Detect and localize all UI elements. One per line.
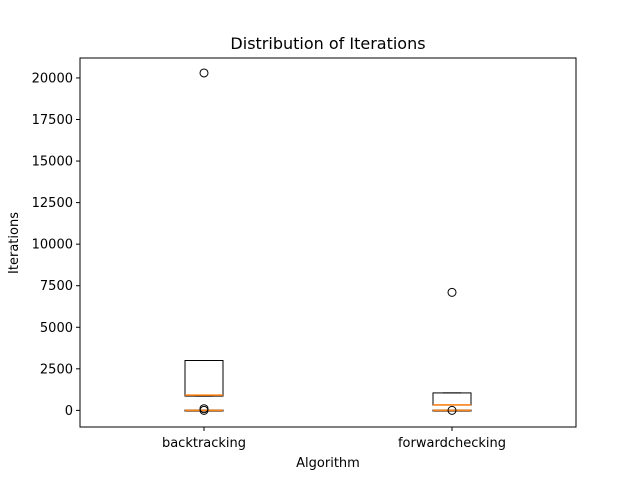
- outlier-point: [199, 68, 209, 78]
- y-tick-label: 15000: [32, 155, 73, 170]
- y-tick-label: 17500: [32, 113, 73, 128]
- y-axis: 0 2500 5000 7500 10000 12500 15000 17500 20000: [32, 71, 80, 419]
- box-iqr: [184, 360, 224, 397]
- y-tick-label: 0: [65, 404, 73, 419]
- y-tick-label: 5000: [40, 321, 73, 336]
- outlier-point: [199, 405, 209, 415]
- outlier-point: [447, 287, 457, 297]
- x-axis: backtracking forwardchecking: [162, 427, 506, 451]
- box-group-forwardchecking: [432, 287, 472, 415]
- y-axis-label: Iterations: [7, 212, 22, 274]
- outlier-point: [447, 405, 457, 415]
- x-tick-label: forwardchecking: [398, 436, 506, 451]
- x-axis-label: Algorithm: [296, 456, 360, 471]
- box-iqr: [432, 392, 472, 406]
- y-tick-label: 2500: [40, 362, 73, 377]
- chart-title: Distribution of Iterations: [230, 34, 425, 53]
- y-tick-label: 12500: [32, 196, 73, 211]
- y-tick-label: 10000: [32, 238, 73, 253]
- axes-frame: [79, 57, 577, 428]
- y-tick-label: 7500: [40, 279, 73, 294]
- y-tick-label: 20000: [32, 71, 73, 86]
- x-tick-label: backtracking: [162, 436, 246, 451]
- plot-area: [184, 68, 472, 415]
- box-group-backtracking: [184, 68, 224, 415]
